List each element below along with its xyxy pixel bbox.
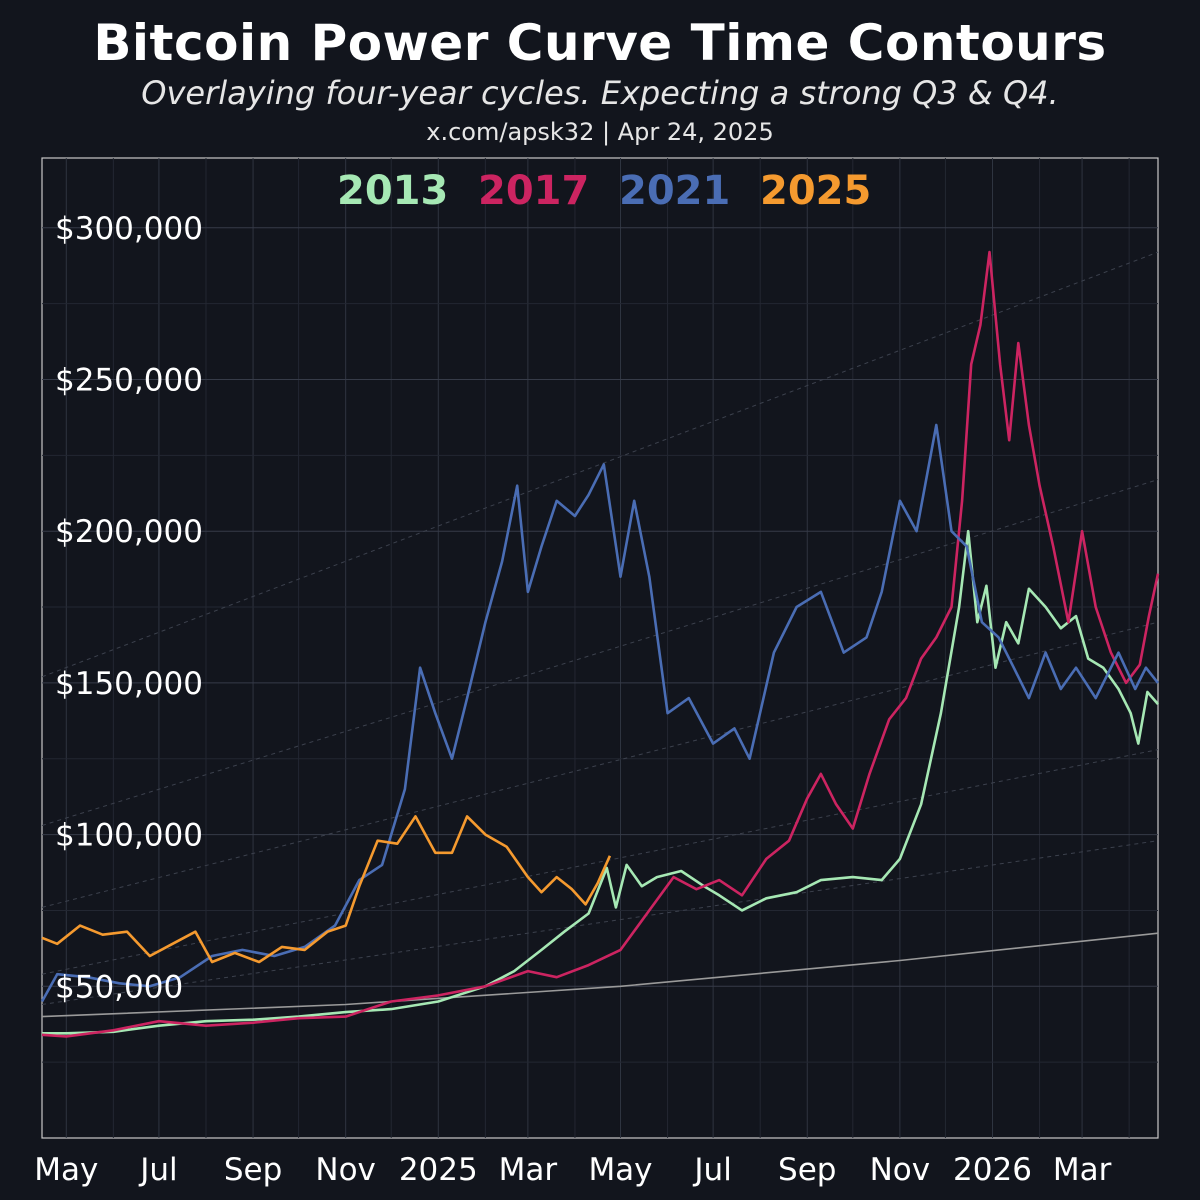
x-tick-label: 2026 [953,1152,1032,1188]
series-line-2017 [41,250,1160,1038]
time-contours [41,251,1159,1018]
y-tick-label: $250,000 [55,362,203,398]
x-tick-label: Nov [315,1152,376,1188]
x-tick-label: May [588,1152,652,1188]
legend-item-2013: 2013 [337,168,448,214]
chart-credit: x.com/apsk32 | Apr 24, 2025 [426,118,774,146]
y-tick-labels: $50,000 $100,000 $150,000 $200,000 $250,000 $… [55,211,203,1006]
contour-line [41,251,1159,678]
y-tick-label: $100,000 [55,818,203,854]
grid [42,158,1158,1138]
series-line-2013 [42,529,1159,1035]
x-tick-label: May [34,1152,98,1188]
x-tick-label: Sep [778,1152,836,1188]
legend: 2013 2017 2021 2025 [337,168,871,214]
chart-subtitle: Overlaying four-year cycles. Expecting a… [141,74,1059,112]
legend-item-2021: 2021 [619,168,730,214]
x-tick-label: 2025 [399,1152,478,1188]
legend-item-2017: 2017 [478,168,589,214]
legend-item-2025: 2025 [760,168,871,214]
x-tick-label: Nov [870,1152,931,1188]
chart-title: Bitcoin Power Curve Time Contours [93,14,1107,72]
contour-line [41,479,1159,826]
x-tick-label: Mar [499,1152,558,1188]
power-curve-line [41,932,1159,1018]
y-tick-label: $200,000 [55,514,203,550]
series-line-2025 [41,815,612,964]
contour-line [41,749,1159,975]
y-tick-label: $150,000 [55,666,203,702]
y-tick-label: $50,000 [55,969,183,1005]
x-tick-labels: May Jul Sep Nov 2025 Mar May Jul Sep Nov 2026 Mar [34,1152,1111,1188]
contour-line [41,840,1159,1005]
x-tick-label: Mar [1053,1152,1112,1188]
series-lines [40,250,1160,1038]
y-tick-label: $300,000 [55,211,203,247]
x-tick-label: Jul [692,1152,731,1188]
plot-frame [41,157,1159,1139]
x-tick-label: Jul [138,1152,177,1188]
x-tick-label: Sep [224,1152,282,1188]
